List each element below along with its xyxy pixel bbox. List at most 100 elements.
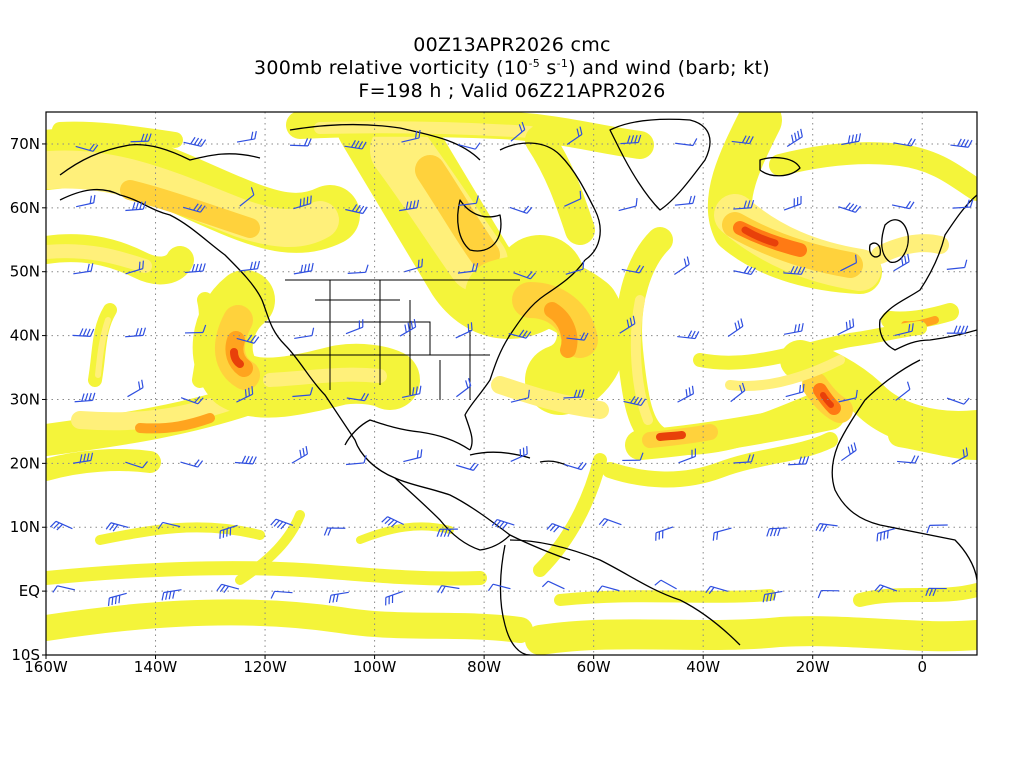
wind-barb bbox=[926, 524, 948, 534]
wind-barb bbox=[180, 396, 204, 405]
wind-barb bbox=[510, 121, 526, 142]
wind-barb bbox=[618, 198, 638, 212]
wind-barb bbox=[654, 579, 677, 590]
wind-barb bbox=[75, 194, 96, 208]
wind-barb bbox=[184, 324, 207, 334]
lat-tick-label: 10N bbox=[10, 518, 40, 536]
wind-barb bbox=[566, 126, 583, 146]
wind-barb bbox=[946, 397, 970, 405]
wind-barb bbox=[678, 448, 696, 464]
wind-barb bbox=[401, 129, 421, 143]
wind-barb bbox=[456, 378, 472, 398]
wind-barb bbox=[185, 263, 206, 274]
wind-barb bbox=[655, 526, 674, 541]
wind-barb bbox=[73, 263, 94, 275]
wind-barb bbox=[130, 133, 152, 143]
wind-barb bbox=[727, 318, 744, 338]
wind-barb bbox=[817, 589, 840, 599]
wind-barb bbox=[491, 518, 515, 530]
wind-barb bbox=[436, 528, 458, 537]
wind-barb bbox=[951, 447, 969, 465]
wind-barb bbox=[345, 204, 368, 215]
wind-barb bbox=[399, 319, 417, 337]
wind-barb bbox=[328, 591, 349, 604]
alaska-jet bbox=[46, 121, 360, 253]
wind-barb bbox=[946, 325, 969, 334]
wind-barb bbox=[510, 389, 530, 403]
title-line-2-part2: s bbox=[540, 57, 557, 79]
lat-tick-label: 60N bbox=[10, 199, 40, 217]
wind-barb bbox=[346, 392, 370, 402]
wind-barb bbox=[623, 396, 646, 407]
wind-barb bbox=[513, 271, 537, 280]
coastlines bbox=[59, 118, 977, 655]
lon-tick-label: 140W bbox=[134, 658, 178, 676]
wind-barb bbox=[620, 134, 642, 145]
wind-barb bbox=[399, 199, 420, 212]
title-line-3: F=198 h ; Valid 06Z21APR2026 bbox=[358, 80, 666, 102]
wind-barb bbox=[563, 461, 587, 471]
wind-barb bbox=[712, 527, 732, 541]
wind-barb bbox=[216, 583, 240, 594]
lat-tick-label: 30N bbox=[10, 390, 40, 408]
wind-barb bbox=[127, 379, 144, 398]
lon-tick-label: 40W bbox=[686, 658, 720, 676]
wind-barb bbox=[49, 520, 73, 531]
new-england-max bbox=[465, 255, 627, 419]
wind-barb bbox=[563, 389, 585, 399]
title-line-1: 00Z13APR2026 cmc bbox=[413, 34, 611, 56]
wind-barb bbox=[893, 253, 910, 272]
wind-barb bbox=[733, 454, 755, 464]
lon-tick-label: 80W bbox=[467, 658, 501, 676]
wind-barb bbox=[838, 389, 858, 403]
north-atlantic-jet bbox=[693, 112, 977, 391]
wind-barb bbox=[291, 446, 309, 464]
wind-barb bbox=[236, 130, 257, 143]
lat-tick-label: 10S bbox=[11, 646, 40, 664]
wind-barb bbox=[381, 516, 404, 528]
wind-barb bbox=[125, 201, 147, 212]
wind-barb bbox=[105, 522, 129, 532]
wind-barb bbox=[894, 323, 914, 337]
wind-barb bbox=[895, 381, 911, 401]
wind-barb bbox=[404, 258, 424, 273]
wind-barb bbox=[566, 332, 589, 341]
wind-barb bbox=[731, 135, 754, 145]
lon-tick-label: 160W bbox=[24, 658, 68, 676]
map-frame bbox=[45, 111, 978, 656]
wind-barb bbox=[75, 143, 99, 152]
wind-barb bbox=[290, 138, 312, 147]
wind-barb bbox=[891, 200, 915, 210]
wind-barb bbox=[596, 585, 620, 593]
wind-barb bbox=[674, 256, 690, 276]
wind-barb bbox=[403, 449, 423, 463]
wind-barb bbox=[733, 199, 755, 210]
lon-tick-label: 60W bbox=[577, 658, 611, 676]
title-line-2-part3: ) and wind (barb; kt) bbox=[568, 57, 770, 79]
wind-barb bbox=[125, 260, 144, 275]
wind-barb bbox=[72, 452, 94, 464]
wind-barb bbox=[294, 327, 315, 340]
wind-barb bbox=[837, 318, 855, 336]
wind-barb bbox=[292, 387, 314, 398]
wind-barb bbox=[815, 523, 838, 532]
wind-barb bbox=[107, 592, 127, 607]
wind-barb bbox=[183, 136, 207, 147]
wind-barb bbox=[270, 590, 293, 599]
lat-tick-label: EQ bbox=[19, 582, 40, 600]
wind-barb bbox=[677, 385, 695, 403]
wind-barb bbox=[509, 205, 533, 214]
wind-barb bbox=[234, 455, 257, 465]
wind-barb bbox=[510, 446, 528, 462]
wind-barb bbox=[565, 261, 585, 275]
us-state-borders bbox=[265, 279, 520, 400]
wind-barb bbox=[236, 386, 254, 403]
wind-barb bbox=[841, 133, 862, 146]
wind-barb bbox=[783, 265, 806, 275]
california-trough bbox=[192, 270, 420, 418]
wind-barb bbox=[344, 140, 367, 150]
wind-barb bbox=[874, 584, 898, 593]
wind-barb bbox=[705, 585, 728, 595]
atlantic-band bbox=[533, 227, 845, 577]
wind-barb bbox=[762, 590, 783, 603]
